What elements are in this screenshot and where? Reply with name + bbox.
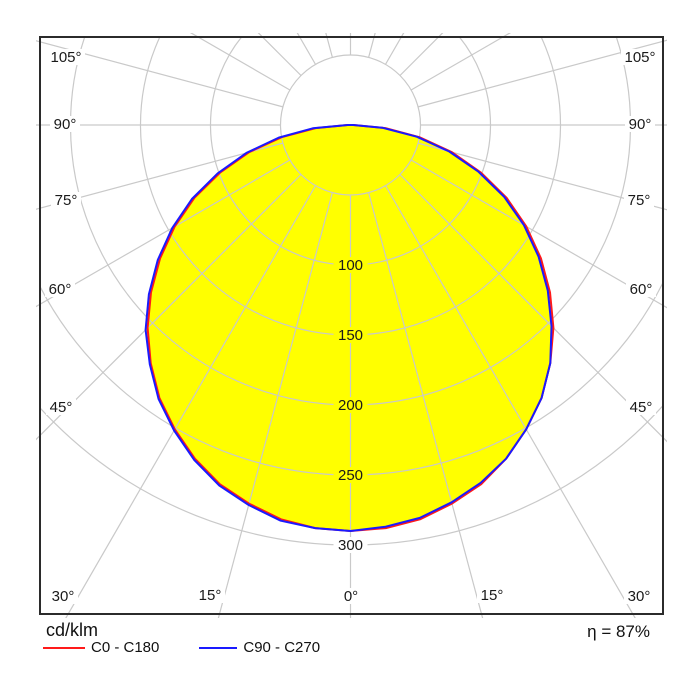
svg-text:30°: 30° xyxy=(52,588,75,605)
plot-frame xyxy=(39,36,664,615)
svg-text:300: 300 xyxy=(338,537,363,554)
svg-text:30°: 30° xyxy=(628,588,651,605)
c90-c270-line-swatch xyxy=(199,646,238,649)
svg-text:105°: 105° xyxy=(624,49,655,66)
c0-c180-line-swatch xyxy=(43,646,85,649)
svg-text:45°: 45° xyxy=(630,399,653,416)
svg-text:0°: 0° xyxy=(344,588,358,605)
svg-text:60°: 60° xyxy=(630,281,653,298)
legend-label-c90-c270: C90 - C270 xyxy=(243,639,321,656)
legend-label-c0-c180: C0 - C180 xyxy=(91,639,160,656)
svg-text:75°: 75° xyxy=(55,192,78,209)
svg-text:150: 150 xyxy=(338,327,363,344)
svg-text:100: 100 xyxy=(338,257,363,274)
chart-legend: C0 - C180 C90 - C270 xyxy=(43,639,320,656)
svg-text:75°: 75° xyxy=(628,192,651,209)
svg-text:60°: 60° xyxy=(49,281,72,298)
legend-item-c0-c180: C0 - C180 xyxy=(43,639,159,656)
svg-text:15°: 15° xyxy=(481,587,504,604)
svg-text:200: 200 xyxy=(338,397,363,414)
legend-item-c90-c270: C90 - C270 xyxy=(199,639,320,656)
c90-c270-curve xyxy=(144,124,553,532)
units-label: cd/klm xyxy=(46,620,99,640)
svg-text:15°: 15° xyxy=(199,587,222,604)
svg-text:105°: 105° xyxy=(50,49,81,66)
svg-text:45°: 45° xyxy=(50,399,73,416)
efficiency-label: η = 87% xyxy=(587,622,650,641)
angle-tick-labels: 105° 90° 75° 60° 45° 30° 15° 0° 15° 30° 45° 60° 75° 9… xyxy=(45,49,659,605)
svg-text:250: 250 xyxy=(338,467,363,484)
radial-tick-labels: 100 150 200 250 300 xyxy=(333,257,368,554)
svg-text:90°: 90° xyxy=(54,116,77,133)
svg-text:90°: 90° xyxy=(629,116,652,133)
